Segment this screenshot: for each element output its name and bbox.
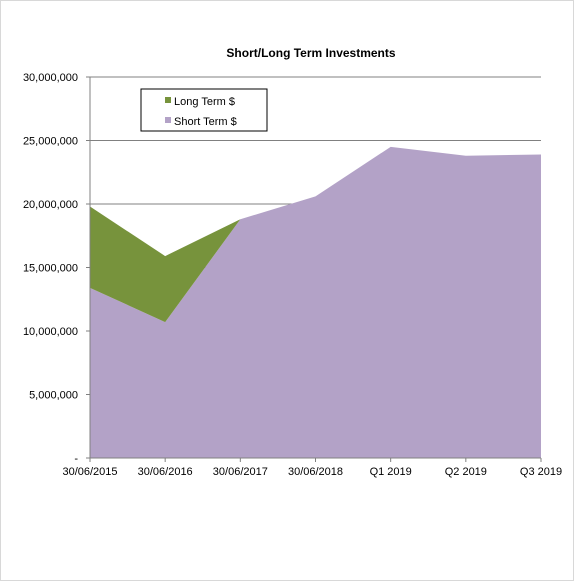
area-series-short-term xyxy=(90,146,541,458)
y-tick-label: 25,000,000 xyxy=(23,136,78,148)
y-tick-label: 15,000,000 xyxy=(23,263,78,275)
x-tick-label: 30/06/2018 xyxy=(288,466,343,478)
legend-box xyxy=(140,88,268,132)
legend-label: Short Term $ xyxy=(174,116,237,128)
x-tick-label: 30/06/2015 xyxy=(62,466,117,478)
x-tick-label: Q3 2019 xyxy=(520,466,562,478)
y-tick-label: - xyxy=(74,453,78,465)
y-tick-label: 5,000,000 xyxy=(29,390,78,402)
x-tick-label: Q1 2019 xyxy=(370,466,412,478)
y-tick-label: 20,000,000 xyxy=(23,199,78,211)
x-tick-label: 30/06/2017 xyxy=(213,466,268,478)
y-tick-label: 10,000,000 xyxy=(23,326,78,338)
plot-areas xyxy=(90,146,541,458)
legend: Long Term $ Short Term $ xyxy=(140,88,268,132)
legend-swatch xyxy=(165,97,171,103)
chart-title: Short/Long Term Investments xyxy=(226,46,395,60)
x-tick-label: Q2 2019 xyxy=(445,466,487,478)
area-series-long-term xyxy=(90,146,541,323)
legend-swatch xyxy=(165,117,171,123)
axes: - 5,000,000 10,000,000 15,000,000 20,000,000… xyxy=(23,72,562,478)
x-tick-label: 30/06/2016 xyxy=(138,466,193,478)
legend-label: Long Term $ xyxy=(174,96,235,108)
y-tick-label: 30,000,000 xyxy=(23,72,78,84)
